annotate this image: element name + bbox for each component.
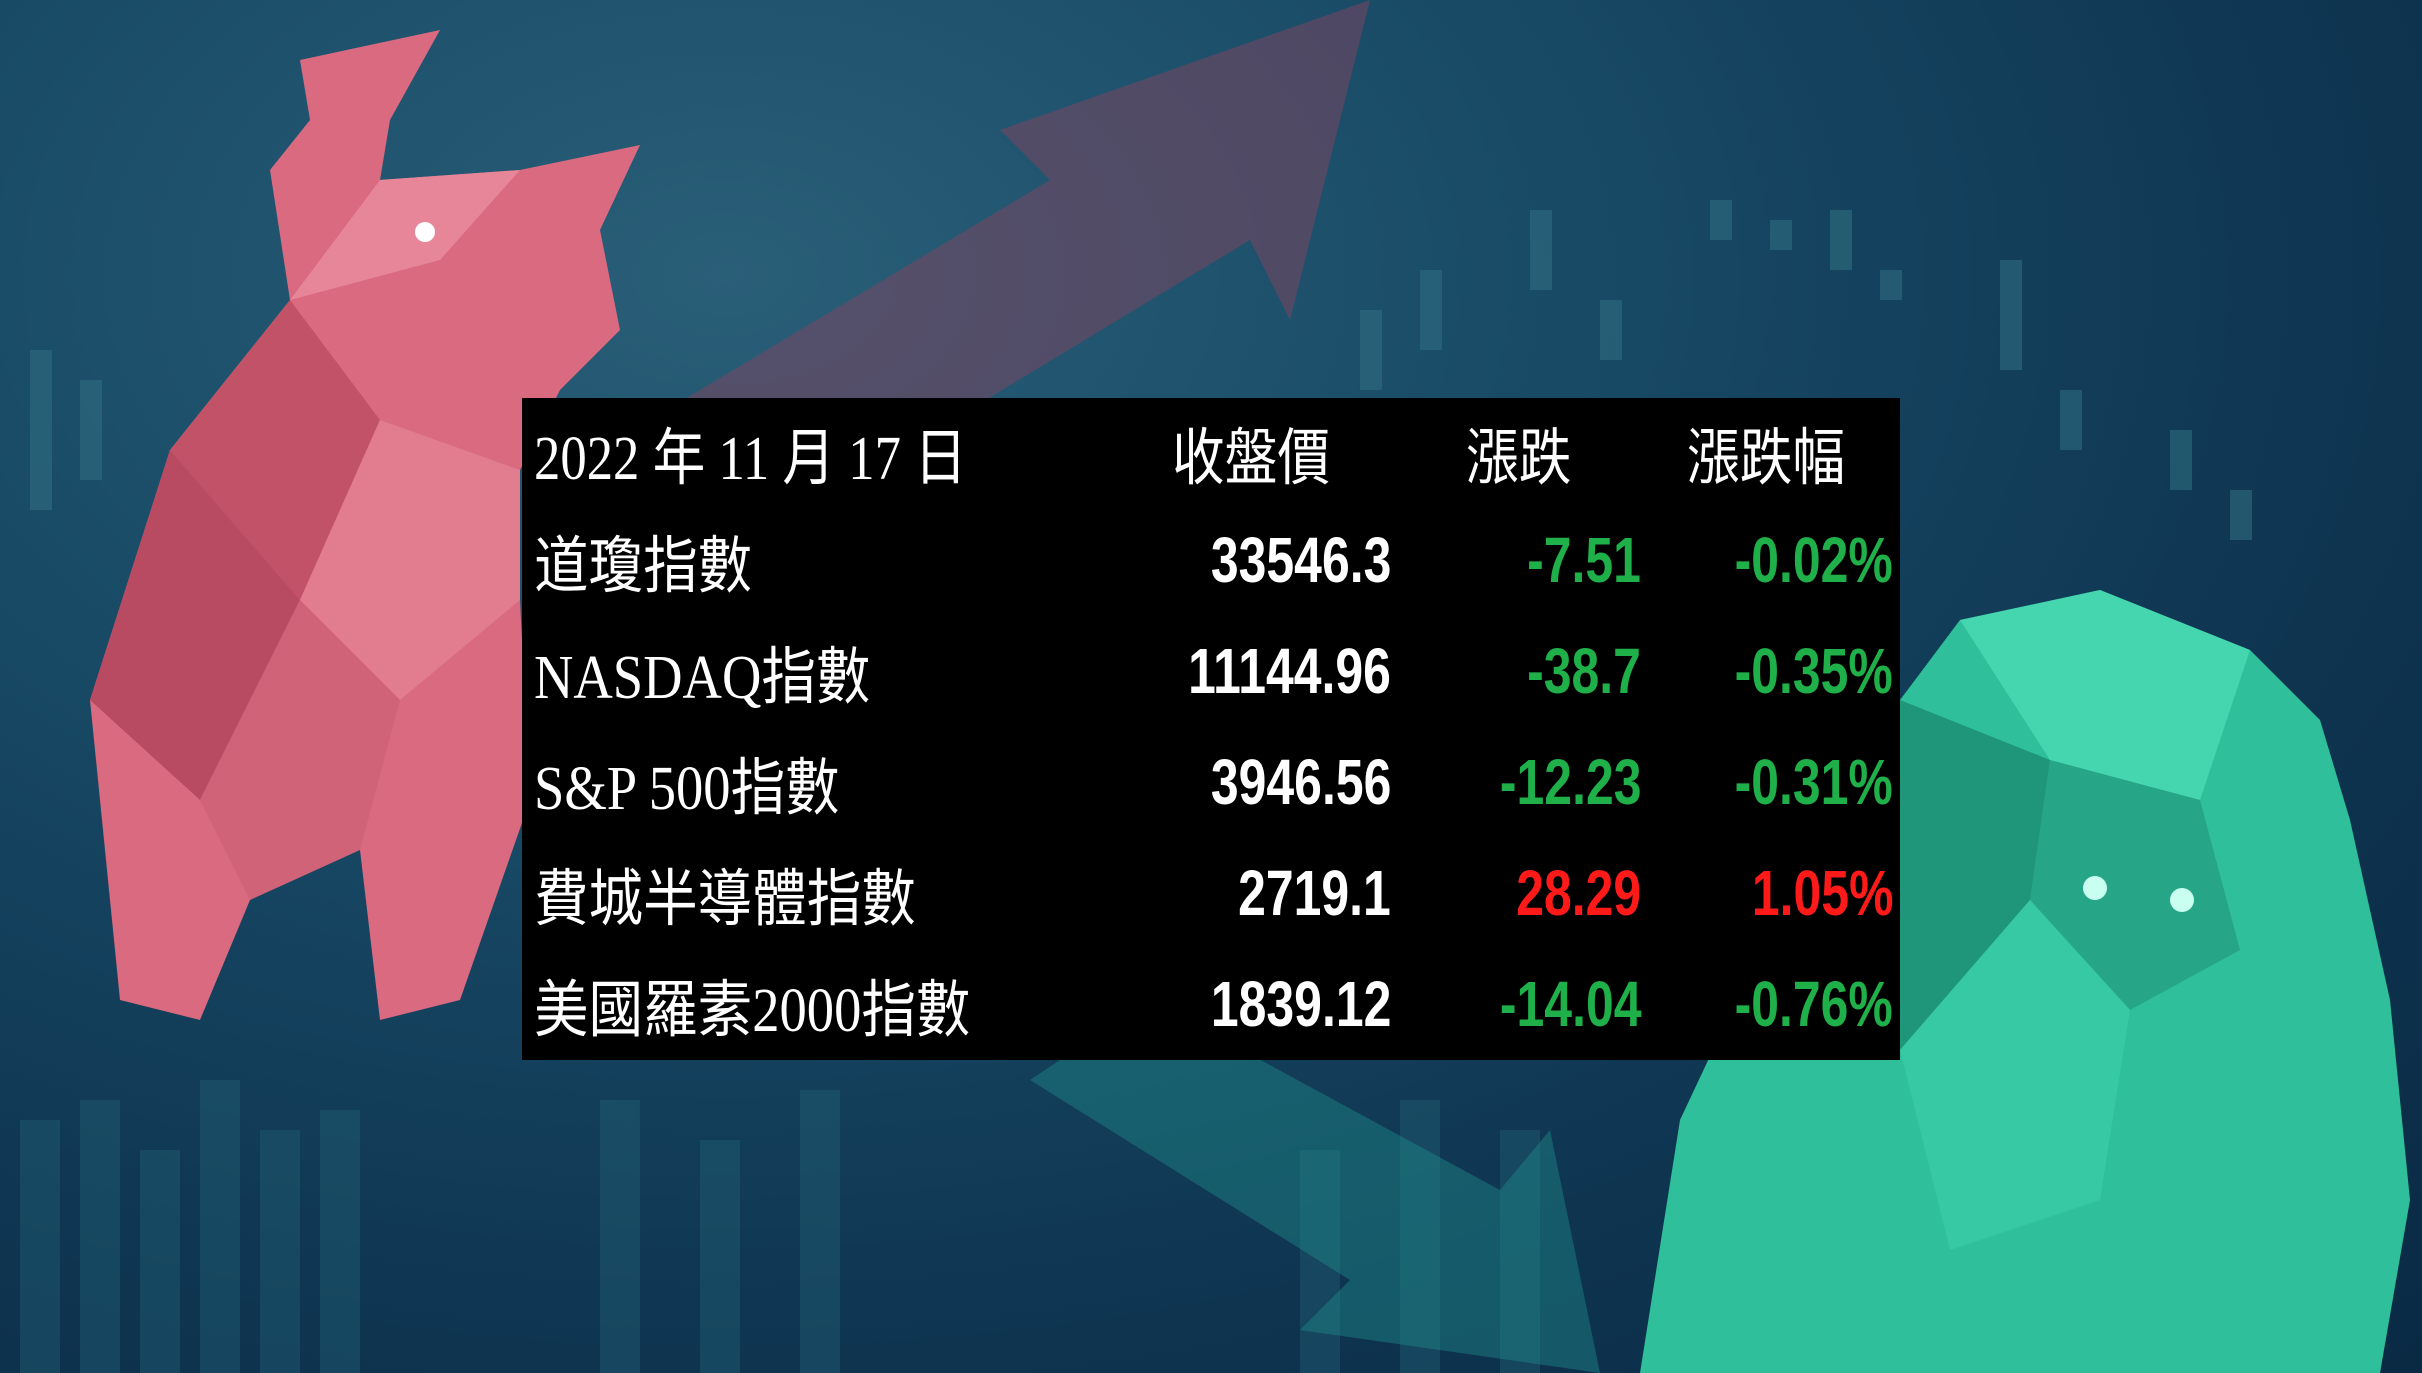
change-pct-value: 1.05% xyxy=(1751,857,1893,929)
bear-icon xyxy=(1640,590,2410,1373)
header-change-pct: 漲跌幅 xyxy=(1687,425,1846,493)
header-change: 漲跌 xyxy=(1466,425,1572,493)
down-arrow-decoration xyxy=(1030,1000,1600,1373)
bull-icon xyxy=(90,30,640,1020)
index-name: 道瓊指數 xyxy=(534,533,753,601)
close-value: 2719.1 xyxy=(1238,857,1391,929)
change-value: -38.7 xyxy=(1527,635,1641,707)
up-arrow-decoration xyxy=(650,0,1370,470)
close-value: 3946.56 xyxy=(1210,746,1391,818)
index-name: 費城半導體指數 xyxy=(534,866,916,934)
change-value: -14.04 xyxy=(1499,968,1641,1040)
change-pct-value: -0.35% xyxy=(1734,635,1893,707)
close-value: 1839.12 xyxy=(1210,968,1391,1040)
header-close: 收盤價 xyxy=(1172,425,1331,493)
index-name: S&P 500指數 xyxy=(534,755,840,823)
change-pct-value: -0.31% xyxy=(1734,746,1893,818)
index-name: NASDAQ指數 xyxy=(534,644,871,712)
index-name: 美國羅素2000指數 xyxy=(534,977,971,1045)
bar-decoration xyxy=(20,1080,1540,1373)
change-value: 28.29 xyxy=(1516,857,1641,929)
header-date: 2022 年 11 月 17 日 xyxy=(534,425,967,493)
close-value: 11144.96 xyxy=(1188,635,1391,707)
change-value: -7.51 xyxy=(1527,524,1641,596)
candlestick-decoration xyxy=(30,200,2252,540)
change-pct-value: -0.02% xyxy=(1734,524,1893,596)
index-table: 2022 年 11 月 17 日 收盤價 漲跌 漲跌幅 道瓊指數 33546.3… xyxy=(522,398,1900,1060)
change-pct-value: -0.76% xyxy=(1734,968,1893,1040)
close-value: 33546.3 xyxy=(1210,524,1391,596)
change-value: -12.23 xyxy=(1499,746,1641,818)
